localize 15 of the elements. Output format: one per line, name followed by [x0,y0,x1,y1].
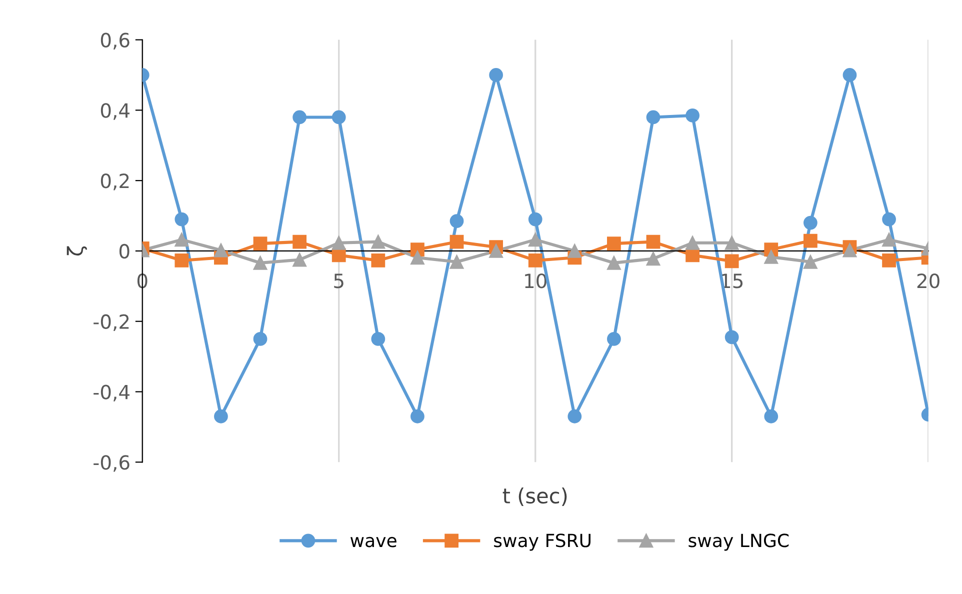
y-axis-title: ζ [66,246,88,256]
y-tick-label: 0,6 [100,32,130,50]
x-axis-title: t (sec) [502,487,567,506]
legend-label: sway FSRU [494,534,590,551]
x-tick-label: 20 [917,274,940,288]
x-tick-label: 5 [334,274,344,288]
legend-label: wave [350,536,396,548]
x-tick-label: 10 [525,274,546,288]
y-tick-label: -0,2 [94,314,129,331]
y-tick-label: 0,2 [100,174,129,190]
y-tick-label: -0,6 [94,455,130,472]
y-tick-label: 0,4 [100,103,130,120]
legend-label: sway LNGC [688,534,789,551]
y-tick-label: -0,4 [94,384,130,402]
y-tick-label: 0 [119,244,130,259]
